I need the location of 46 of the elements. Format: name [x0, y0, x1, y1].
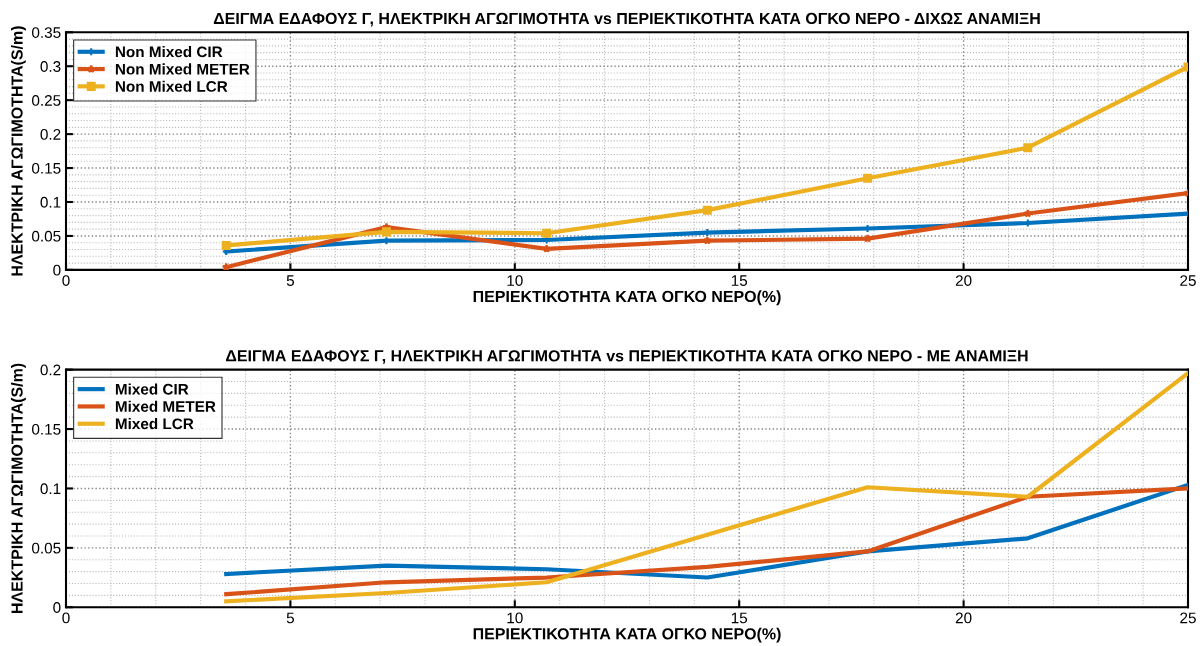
y-tick-label: 0.1 [40, 196, 61, 208]
y-tick-label: 0.2 [40, 364, 61, 376]
point [381, 227, 391, 237]
x-tick-label: 0 [62, 612, 70, 624]
legend-label: Mixed CIR [115, 383, 189, 395]
y-tick-label: 0.2 [40, 128, 61, 140]
line-series [224, 371, 1188, 604]
x-tick-label: 15 [731, 612, 748, 624]
y-tick-label: 0.15 [32, 162, 61, 174]
point [863, 173, 873, 183]
x-tick-label: 20 [955, 275, 972, 286]
chart-title: ΔΕΙΓΜΑ ΕΔΑΦΟΥΣ Γ, ΗΛΕΚΤΡΙΚΗ ΑΓΩΓΙΜΟΤΗΤΑ vs ΠΕΡΙΕΚΤΙΚΟΤΗΤΑ ΚΑΤΑ ΟΓΚΟ ΝΕΡΟ - ΜΕ ΑΝΑΜΙΞΗ [226, 350, 1028, 364]
point [221, 240, 231, 250]
point [1023, 143, 1033, 153]
point [702, 205, 712, 215]
x-tick-label: 25 [1180, 612, 1196, 624]
legend-label: Mixed METER [115, 400, 216, 412]
x-tick-label: 15 [731, 275, 748, 286]
y-tick-label: 0.05 [32, 542, 61, 554]
y-tick-label: 0.05 [32, 230, 61, 242]
y-axis-title: ΗΛΕΚΤΡΙΚΗ ΑΓΩΓΙΜΟΤΗΤΑ(S/m) [10, 26, 26, 276]
y-axis-title: ΗΛΕΚΤΡΙΚΗ ΑΓΩΓΙΜΟΤΗΤΑ(S/m) [10, 363, 26, 613]
point [221, 262, 231, 270]
x-tick-label: 5 [286, 275, 295, 286]
point [542, 228, 552, 238]
x-axis-title: ΠΕΡΙΕΚΤΙΚΟΤΗΤΑ ΚΑΤΑ ΟΓΚΟ ΝΕΡΟ(%) [473, 627, 781, 643]
legend-label: Non Mixed LCR [115, 80, 228, 92]
x-tick-label: 10 [507, 612, 523, 624]
line-series [224, 486, 1188, 597]
x-tick-label: 20 [955, 612, 972, 624]
legend-label: Non Mixed CIR [115, 46, 223, 58]
legend-label: Non Mixed METER [115, 63, 250, 75]
y-tick-label: 0.1 [40, 483, 61, 495]
legend-label: Mixed LCR [115, 418, 194, 430]
x-tick-label: 25 [1180, 275, 1196, 286]
x-tick-label: 5 [286, 612, 295, 624]
x-axis-title: ΠΕΡΙΕΚΤΙΚΟΤΗΤΑ ΚΑΤΑ ΟΓΚΟ ΝΕΡΟ(%) [473, 290, 781, 306]
y-tick-label: 0.3 [40, 61, 61, 72]
chart-title: ΔΕΙΓΜΑ ΕΔΑΦΟΥΣ Γ, ΗΛΕΚΤΡΙΚΗ ΑΓΩΓΙΜΟΤΗΤΑ vs ΠΕΡΙΕΚΤΙΚΟΤΗΤΑ ΚΑΤΑ ΟΓΚΟ ΝΕΡΟ - ΔΙΧΩΣ ΑΝΑΜΙΞΗ [213, 12, 1040, 27]
x-tick-label: 0 [62, 275, 70, 286]
y-tick-label: 0.15 [32, 423, 61, 435]
y-tick-label: 0 [53, 602, 61, 613]
y-tick-label: 0.25 [32, 95, 61, 106]
x-tick-label: 10 [507, 275, 523, 286]
y-tick-label: 0 [53, 264, 61, 276]
y-tick-label: 0.35 [32, 27, 61, 38]
